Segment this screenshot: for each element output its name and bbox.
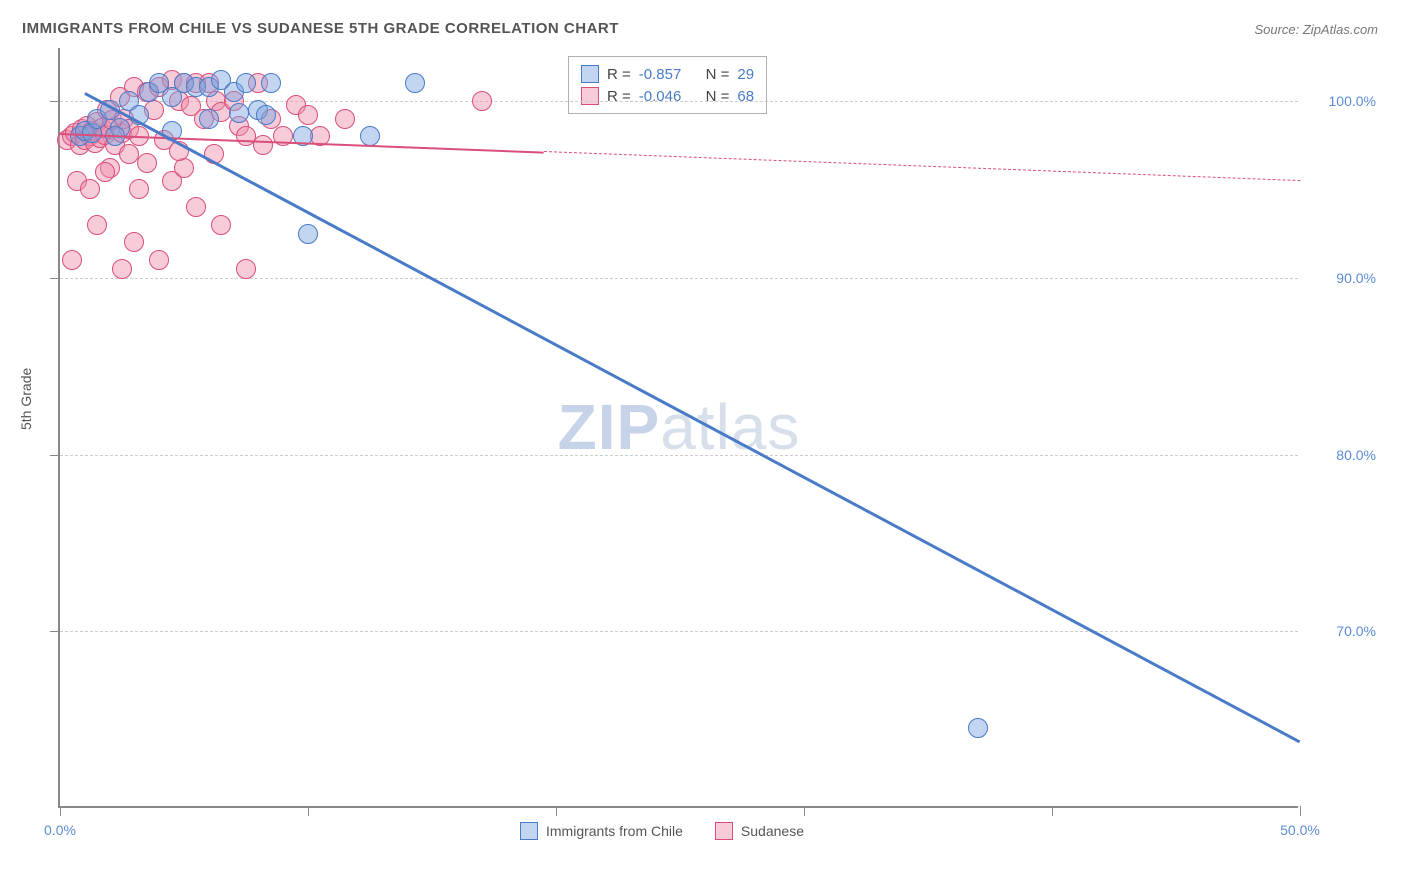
y-tick: [50, 631, 60, 632]
data-point-sudanese: [149, 250, 169, 270]
data-point-sudanese: [472, 91, 492, 111]
data-point-chile: [256, 105, 276, 125]
n-value-chile: 29: [737, 66, 754, 83]
data-point-sudanese: [186, 197, 206, 217]
legend-row-sudanese: R = -0.046 N = 68: [581, 85, 754, 107]
data-point-chile: [360, 126, 380, 146]
data-point-sudanese: [124, 232, 144, 252]
data-point-chile: [236, 73, 256, 93]
y-axis-label: 70.0%: [1336, 623, 1376, 639]
swatch-sudanese-bottom: [715, 822, 733, 840]
data-point-chile: [405, 73, 425, 93]
x-tick: [1300, 806, 1301, 816]
data-point-sudanese: [129, 179, 149, 199]
gridline: [60, 455, 1298, 456]
x-axis-label: 0.0%: [44, 822, 76, 838]
x-tick: [60, 806, 61, 816]
swatch-chile: [581, 65, 599, 83]
x-tick: [804, 806, 805, 816]
r-value-chile: -0.857: [639, 66, 682, 83]
swatch-sudanese: [581, 87, 599, 105]
x-tick: [1052, 806, 1053, 816]
y-axis-label: 80.0%: [1336, 447, 1376, 463]
trend-line: [544, 151, 1300, 181]
data-point-chile: [968, 718, 988, 738]
x-axis-label: 50.0%: [1280, 822, 1320, 838]
data-point-chile: [199, 109, 219, 129]
y-axis-label: 90.0%: [1336, 270, 1376, 286]
y-axis-label: 100.0%: [1329, 93, 1376, 109]
data-point-sudanese: [95, 162, 115, 182]
trend-line: [84, 92, 1300, 743]
x-tick: [556, 806, 557, 816]
legend-row-chile: R = -0.857 N = 29: [581, 63, 754, 85]
y-tick: [50, 278, 60, 279]
y-tick: [50, 455, 60, 456]
chart-title: IMMIGRANTS FROM CHILE VS SUDANESE 5TH GR…: [22, 20, 619, 37]
swatch-chile-bottom: [520, 822, 538, 840]
data-point-sudanese: [335, 109, 355, 129]
x-tick: [308, 806, 309, 816]
data-point-sudanese: [62, 250, 82, 270]
data-point-sudanese: [236, 259, 256, 279]
legend-item-chile: Immigrants from Chile: [520, 822, 683, 840]
data-point-sudanese: [174, 158, 194, 178]
data-point-sudanese: [137, 153, 157, 173]
data-point-sudanese: [211, 215, 231, 235]
gridline: [60, 101, 1298, 102]
data-point-sudanese: [253, 135, 273, 155]
series-legend: Immigrants from Chile Sudanese: [520, 822, 804, 840]
data-point-sudanese: [298, 105, 318, 125]
data-point-chile: [229, 103, 249, 123]
gridline: [60, 631, 1298, 632]
correlation-legend: R = -0.857 N = 29 R = -0.046 N = 68: [568, 56, 767, 114]
data-point-sudanese: [80, 179, 100, 199]
source-attribution: Source: ZipAtlas.com: [1254, 22, 1378, 37]
legend-item-sudanese: Sudanese: [715, 822, 804, 840]
data-point-chile: [261, 73, 281, 93]
data-point-sudanese: [87, 215, 107, 235]
watermark: ZIPatlas: [558, 390, 801, 464]
y-axis-title: 5th Grade: [18, 368, 34, 430]
y-tick: [50, 101, 60, 102]
plot-area: ZIPatlas R = -0.857 N = 29 R = -0.046 N …: [58, 48, 1298, 808]
data-point-chile: [298, 224, 318, 244]
data-point-sudanese: [112, 259, 132, 279]
